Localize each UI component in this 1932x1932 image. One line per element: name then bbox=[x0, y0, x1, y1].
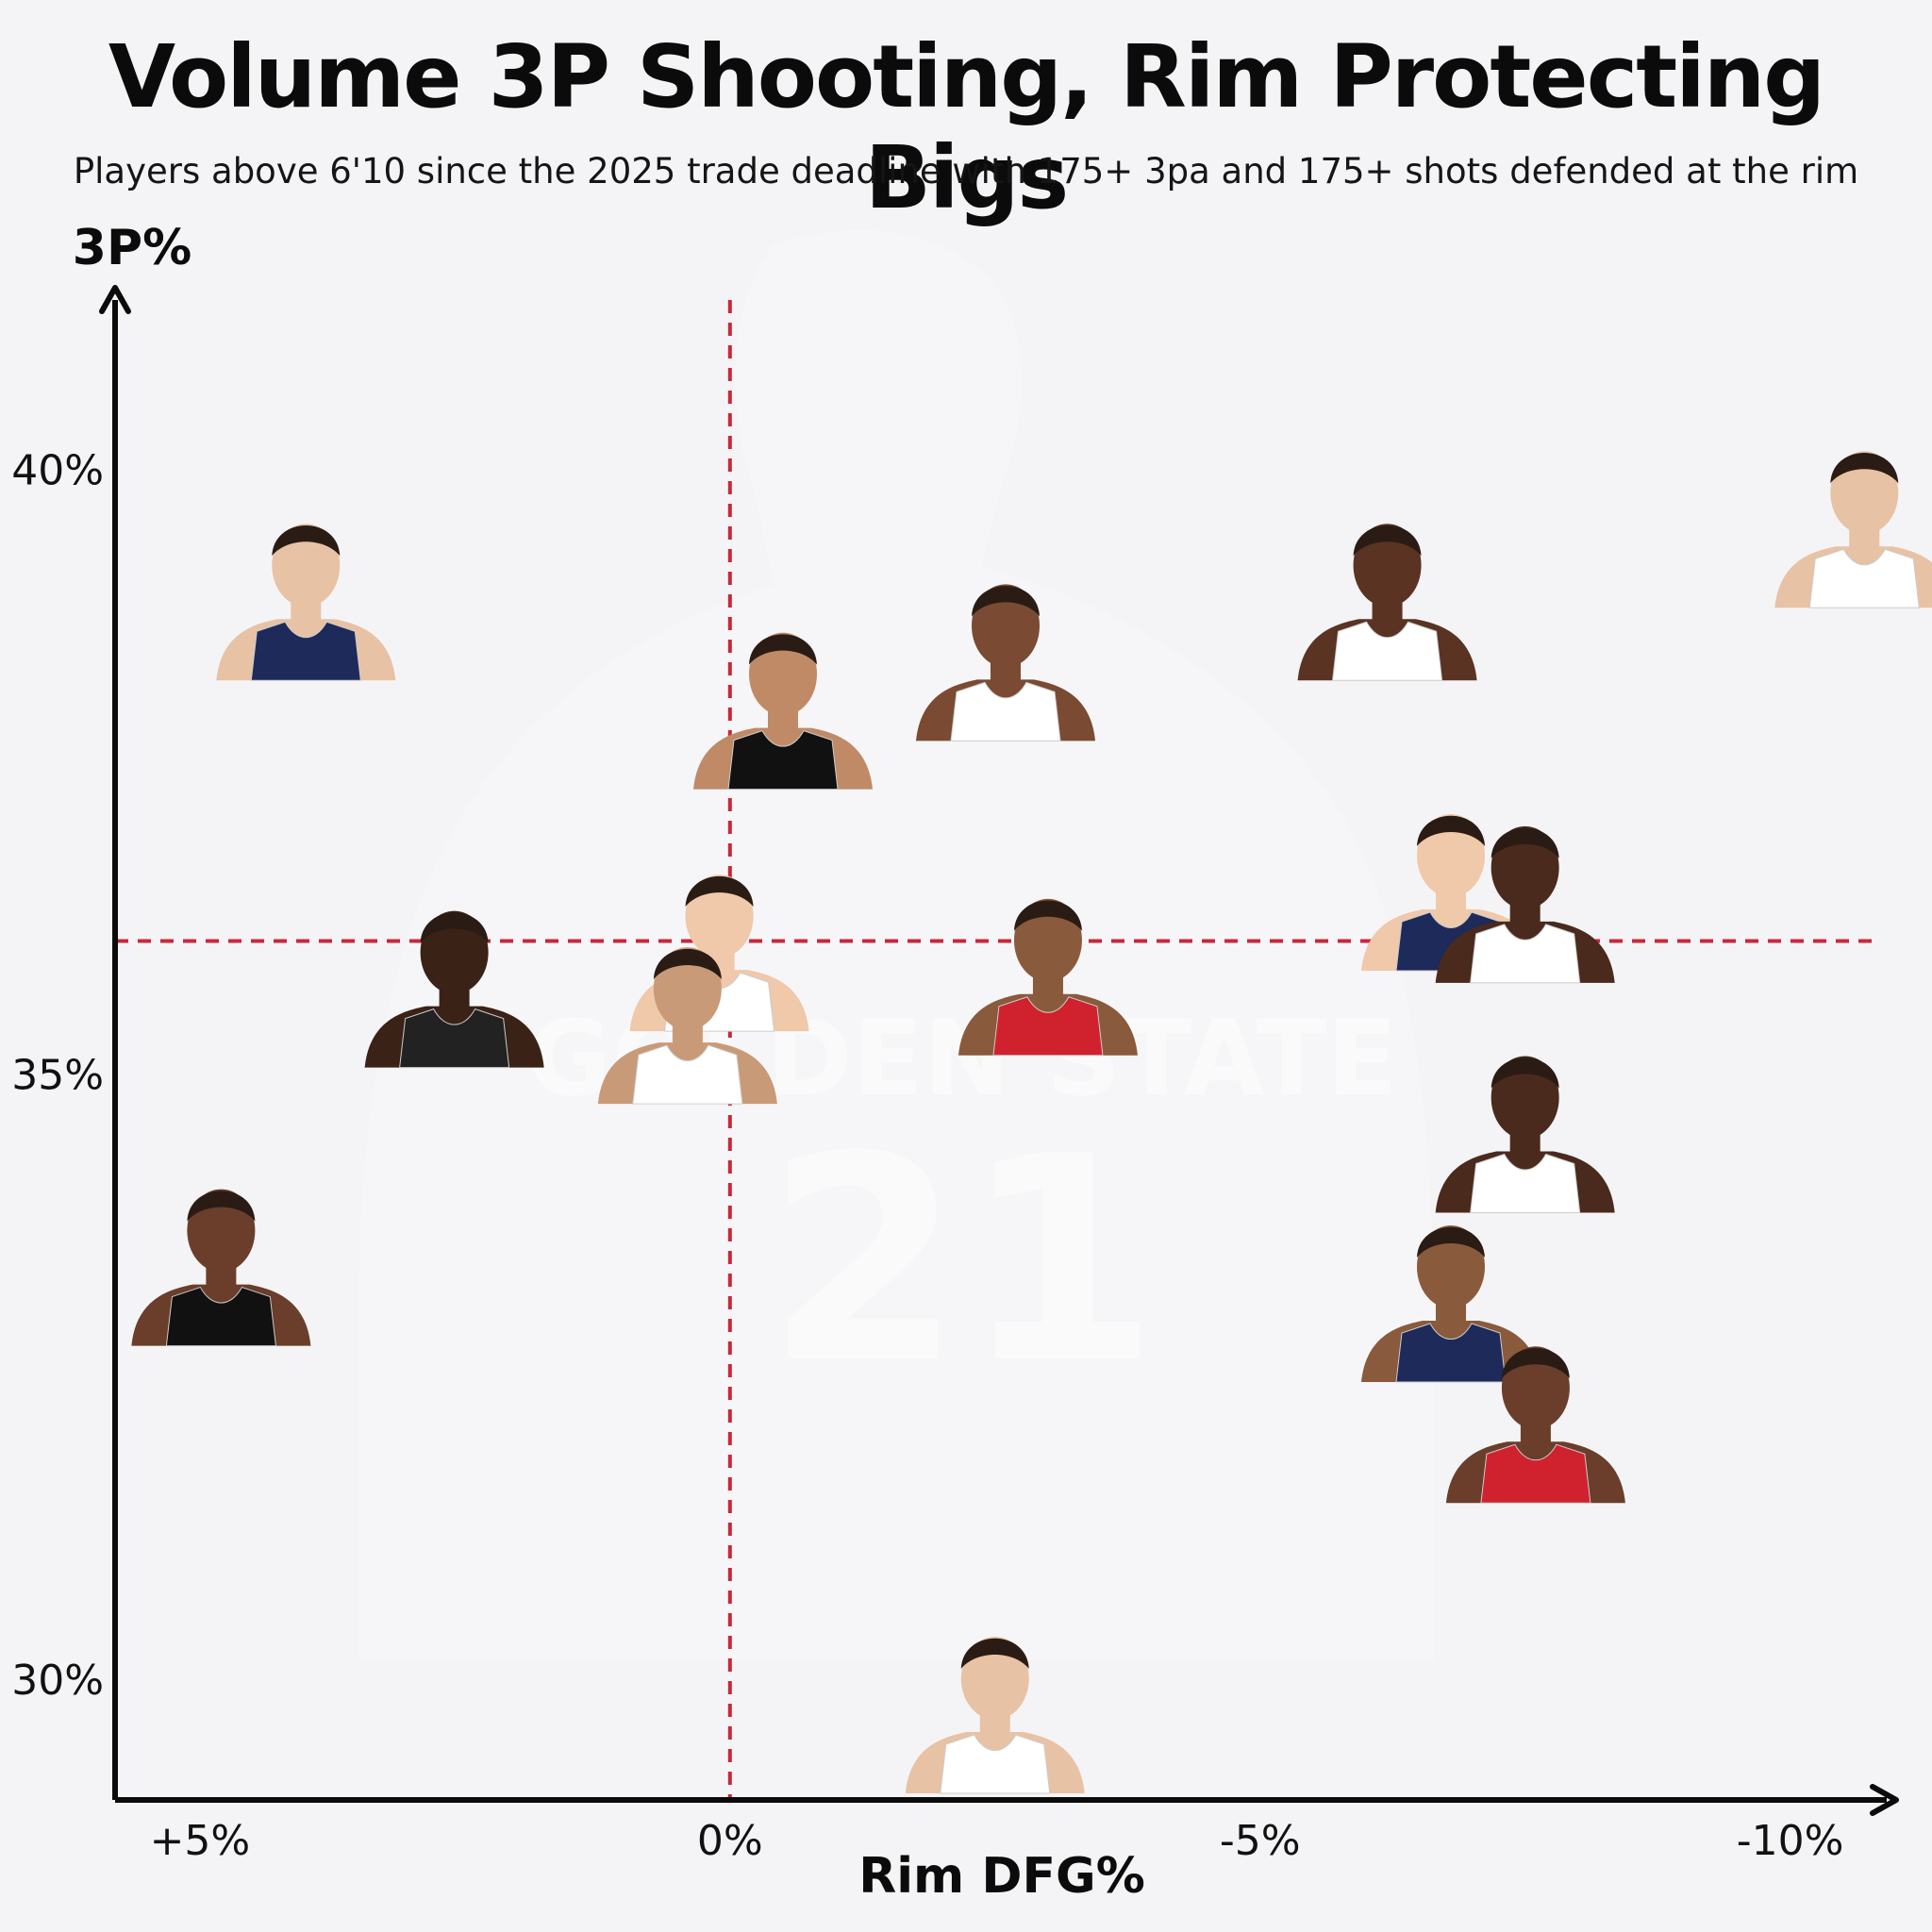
player-jersey bbox=[399, 1008, 510, 1069]
y-tick-label: 35% bbox=[11, 1052, 104, 1100]
player-jersey bbox=[250, 621, 361, 681]
player-hair bbox=[1491, 827, 1559, 858]
player-head bbox=[972, 584, 1040, 668]
player-headshot-marker bbox=[1435, 825, 1615, 984]
player-headshot-marker bbox=[364, 910, 544, 1069]
player-hair bbox=[1417, 815, 1485, 847]
tick-labels: +5% 0% -5% -10% 40% 35% 30% bbox=[11, 446, 1843, 1865]
player-headshot-marker bbox=[1361, 1225, 1541, 1383]
player-hair bbox=[1501, 1348, 1570, 1379]
player-hair bbox=[1491, 1058, 1559, 1089]
x-tick-label: -10% bbox=[1737, 1817, 1844, 1865]
player-headshot-marker bbox=[597, 947, 777, 1105]
x-tick-label: 0% bbox=[697, 1817, 763, 1865]
player-head bbox=[749, 632, 817, 716]
x-tick-label: -5% bbox=[1220, 1817, 1301, 1865]
player-head bbox=[1417, 814, 1485, 898]
player-hair bbox=[1417, 1226, 1485, 1258]
x-axis-arrow bbox=[1870, 1784, 1899, 1816]
chart-subtitle: Players above 6'10 since the 2025 trade … bbox=[73, 151, 1859, 192]
player-headshot-marker bbox=[958, 898, 1138, 1057]
y-axis-arrow bbox=[99, 285, 131, 314]
x-tick-label: +5% bbox=[150, 1817, 251, 1865]
player-head bbox=[1501, 1346, 1570, 1430]
player-head bbox=[653, 947, 722, 1031]
player-head bbox=[1491, 1056, 1559, 1140]
player-headshot-marker bbox=[1774, 451, 1932, 608]
player-head bbox=[1417, 1225, 1485, 1309]
player-headshot-marker bbox=[905, 1637, 1085, 1794]
player-head bbox=[187, 1189, 256, 1273]
y-tick-label: 40% bbox=[11, 446, 104, 494]
player-head bbox=[420, 910, 489, 994]
player-head bbox=[272, 524, 341, 608]
player-headshot-marker bbox=[131, 1189, 311, 1347]
player-headshot-marker bbox=[916, 584, 1095, 741]
player-head bbox=[1353, 524, 1422, 608]
y-axis-title: 3P% bbox=[73, 220, 192, 276]
player-hair bbox=[685, 875, 754, 908]
x-axis-title: Rim DFG% bbox=[858, 1848, 1145, 1905]
player-hair bbox=[187, 1191, 256, 1222]
player-hair bbox=[420, 912, 489, 943]
background-watermark: GOLDEN STATE 21 bbox=[358, 230, 1434, 1661]
data-points bbox=[131, 451, 1932, 1794]
player-hair bbox=[960, 1638, 1029, 1670]
y-tick-label: 30% bbox=[11, 1657, 104, 1705]
player-jersey bbox=[1480, 1443, 1591, 1504]
player-headshot-marker bbox=[1435, 1056, 1615, 1213]
player-jersey bbox=[992, 996, 1104, 1057]
player-jersey bbox=[1808, 548, 1920, 608]
player-head bbox=[960, 1637, 1029, 1721]
player-headshot-marker bbox=[693, 632, 873, 791]
player-hair bbox=[972, 586, 1040, 617]
player-jersey bbox=[1470, 924, 1581, 984]
player-jersey bbox=[940, 1734, 1051, 1794]
player-hair bbox=[272, 525, 341, 557]
player-jersey bbox=[165, 1286, 276, 1347]
player-hair bbox=[1353, 525, 1422, 557]
player-head bbox=[1830, 451, 1899, 535]
player-jersey bbox=[1395, 1323, 1507, 1383]
player-head bbox=[1491, 825, 1559, 909]
player-head bbox=[1013, 898, 1082, 982]
player-headshot-marker bbox=[216, 524, 396, 681]
player-headshot-marker bbox=[1297, 524, 1477, 681]
player-hair bbox=[1830, 453, 1899, 484]
player-jersey bbox=[632, 1044, 743, 1105]
player-hair bbox=[749, 634, 817, 665]
player-head bbox=[685, 874, 754, 958]
player-headshot-marker bbox=[1445, 1346, 1625, 1504]
player-jersey bbox=[1332, 621, 1443, 681]
player-jersey bbox=[950, 681, 1061, 741]
axes bbox=[99, 285, 1899, 1816]
player-hair bbox=[1013, 900, 1082, 931]
chart-title: Volume 3P Shooting, Rim Protecting Bigs bbox=[108, 26, 1825, 228]
background-jersey-number: 21 bbox=[765, 1096, 1158, 1425]
player-jersey bbox=[1470, 1153, 1581, 1213]
player-hair bbox=[653, 948, 722, 980]
player-jersey bbox=[727, 730, 839, 791]
